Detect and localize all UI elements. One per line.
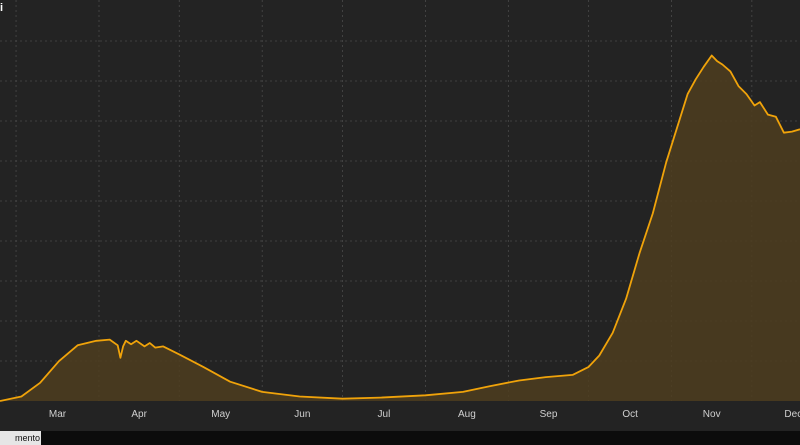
x-tick-label: Apr <box>131 409 147 420</box>
corner-label: i <box>0 2 4 14</box>
x-tick-label: Aug <box>458 409 476 420</box>
bottom-tab[interactable]: mento <box>0 431 41 445</box>
chart: Mar Apr May Jun Jul Aug Sep Oct Nov Dec <box>0 0 800 420</box>
bottom-bar: mento <box>0 431 800 445</box>
x-tick-label: May <box>211 409 230 420</box>
x-tick-label: Jul <box>378 409 391 420</box>
x-tick-label: Oct <box>622 409 638 420</box>
x-axis-ticks: Mar Apr May Jun Jul Aug Sep Oct Nov Dec <box>49 409 800 420</box>
x-tick-label: Dec <box>784 409 800 420</box>
x-tick-label: Mar <box>49 409 67 420</box>
series-line <box>0 54 800 402</box>
series-area <box>0 55 800 401</box>
x-tick-label: Nov <box>703 409 721 420</box>
x-tick-label: Sep <box>540 409 558 420</box>
x-tick-label: Jun <box>294 409 310 420</box>
